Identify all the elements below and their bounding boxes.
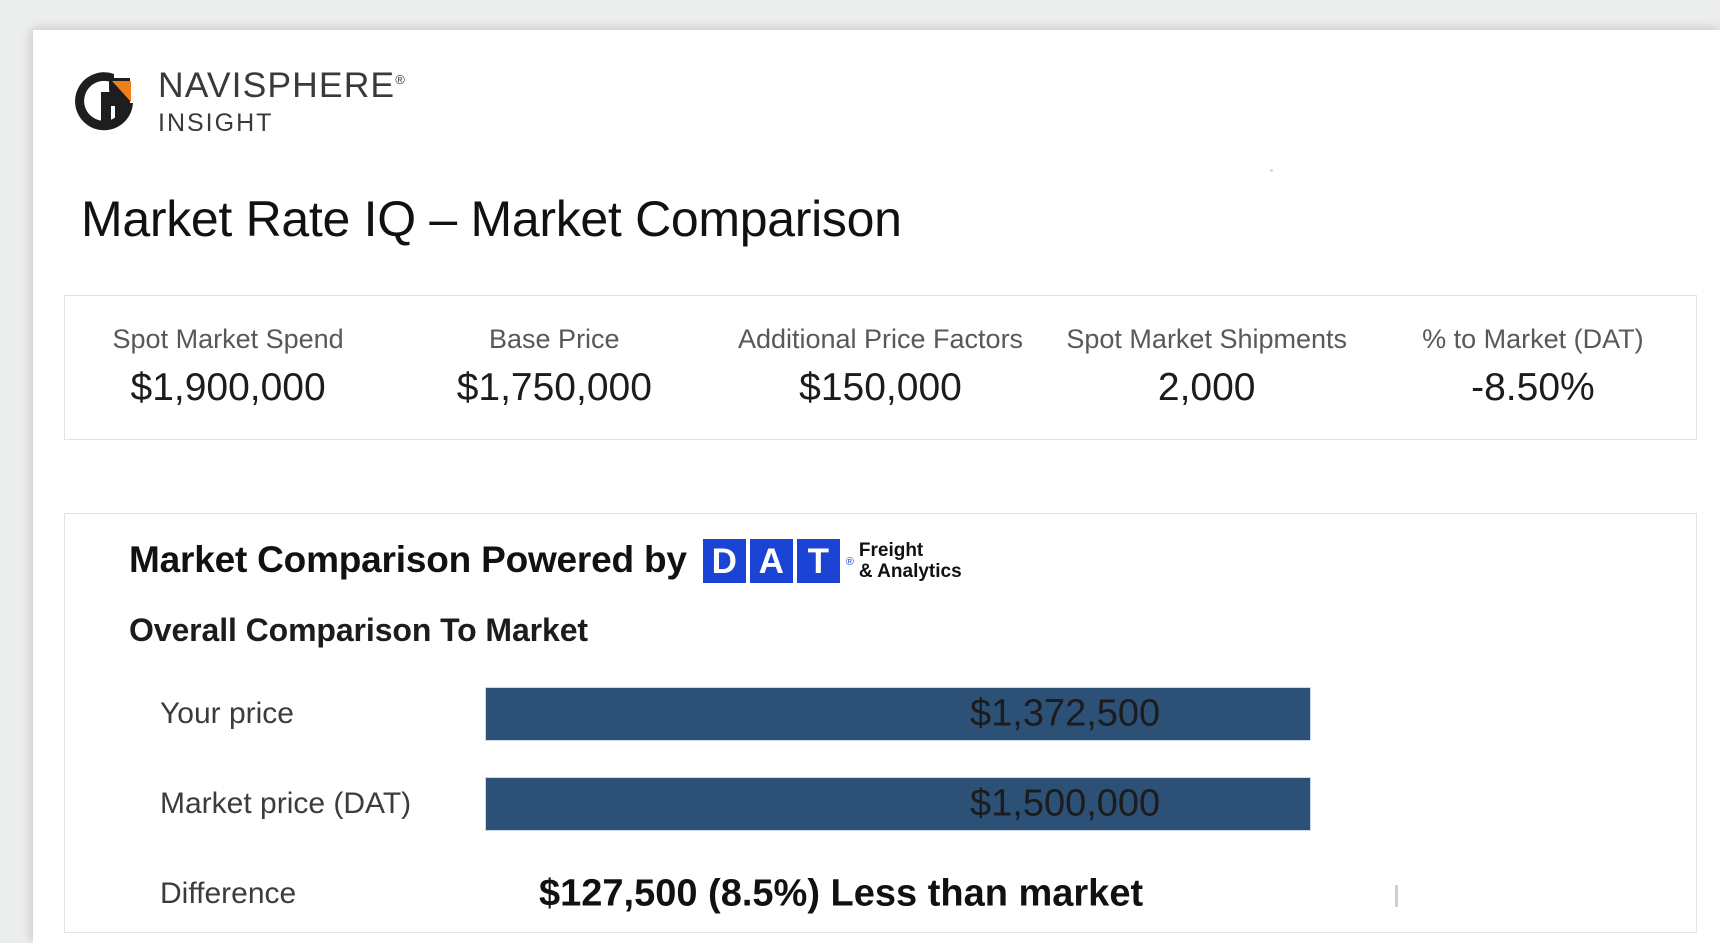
dat-letter-squares: D A T ® [702,539,854,583]
market-comparison-panel: Market Comparison Powered by D A T ® Fre… [64,513,1697,933]
decorative-dot [1270,169,1273,172]
panel-subheading: Overall Comparison To Market [129,612,588,648]
kpi-label: Base Price [489,323,620,354]
dat-tagline-line2: & Analytics [858,561,962,582]
difference-label: Difference [160,877,297,910]
kpi-value: -8.50% [1471,366,1595,410]
dat-letter-d: D [702,539,746,583]
bar-label: Your price [160,697,294,730]
kpi-value: $150,000 [799,366,962,410]
kpi-label: % to Market (DAT) [1422,323,1644,354]
bar-value: $1,500,000 [970,782,1161,825]
page-title: Market Rate IQ – Market Comparison [81,191,902,247]
bar-fill [486,778,1310,830]
text-cursor-artifact [1395,885,1398,907]
kpi-value: 2,000 [1157,366,1256,410]
kpi-spot-market-spend: Spot Market Spend $1,900,000 [65,323,391,411]
comparison-bar-chart: Your price $1,372,500 Market price (DAT)… [65,669,1696,939]
bar-label: Market price (DAT) [160,787,412,820]
kpi-spot-market-shipments: Spot Market Shipments 2,000 [1044,323,1370,411]
bar-value: $1,372,500 [970,692,1161,735]
page-card: NAVISPHERE® INSIGHT Market Rate IQ – Mar… [33,30,1720,943]
panel-header: Market Comparison Powered by D A T ® Fre… [129,536,962,583]
dat-tagline: Freight & Analytics [859,539,962,583]
brand-subname: INSIGHT [158,108,274,137]
dat-letter-t: T [796,539,840,583]
kpi-percent-to-market-dat: % to Market (DAT) -8.50% [1370,323,1696,411]
brand-registered-mark: ® [395,72,405,88]
bar-fill [486,688,1310,740]
kpi-value: $1,900,000 [130,366,326,410]
brand-logo: NAVISPHERE® INSIGHT [74,65,405,138]
kpi-label: Additional Price Factors [737,323,1024,354]
bar-row-your-price: Your price $1,372,500 [65,669,1696,759]
bar-row-market-price: Market price (DAT) $1,500,000 [65,759,1696,849]
kpi-label: Spot Market Shipments [1066,323,1348,354]
dat-logo: D A T ® Freight & Analytics [702,536,962,583]
kpi-band: Spot Market Spend $1,900,000 Base Price … [64,295,1697,440]
navisphere-circle-arrow-icon [75,71,133,130]
kpi-label: Spot Market Spend [112,323,344,354]
bar-track [486,778,1386,830]
bar-track [486,688,1386,740]
brand-name: NAVISPHERE® [158,65,405,105]
kpi-additional-price-factors: Additional Price Factors $150,000 [717,323,1043,411]
bar-row-difference: Difference $127,500 (8.5%) Less than mar… [65,849,1696,939]
kpi-base-price: Base Price $1,750,000 [391,323,717,411]
panel-header-title: Market Comparison Powered by [129,538,687,580]
difference-value: $127,500 (8.5%) Less than market [539,872,1144,915]
dat-letter-a: A [749,539,793,583]
dat-tagline-line1: Freight [858,539,924,561]
kpi-value: $1,750,000 [456,366,652,410]
dat-registered-mark: ® [845,555,854,568]
brand-wordmark: NAVISPHERE® INSIGHT [158,65,405,138]
brand-name-text: NAVISPHERE [158,65,396,105]
